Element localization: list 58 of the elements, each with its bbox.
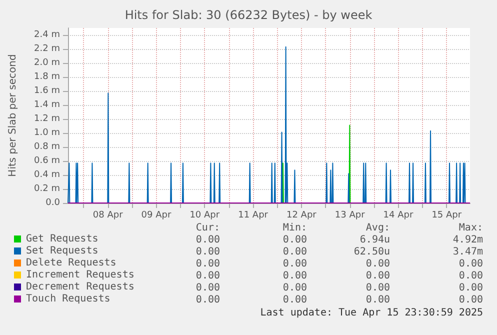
x-tick-label: 08 Apr	[92, 210, 124, 220]
x-tick-label: 09 Apr	[141, 210, 172, 220]
y-tick-label: 0.0	[46, 198, 60, 208]
x-tick-label: 10 Apr	[190, 210, 220, 220]
y-tick-label: 0.6 m	[34, 156, 60, 166]
legend-label: Increment Requests	[26, 270, 134, 280]
text: 0.00	[282, 294, 308, 306]
text: 0.00	[366, 258, 390, 270]
x-tick-label: 13 Apr	[334, 210, 366, 220]
text: 0.00	[282, 246, 308, 258]
text: 0.00	[196, 282, 220, 294]
x-tick-label: 15 Apr	[432, 210, 462, 220]
text: Min:	[282, 222, 307, 234]
text: 0.00	[196, 294, 220, 306]
text: 4.92m	[452, 234, 484, 246]
text: Last update: Tue Apr 15 23:30:59 2025	[260, 308, 484, 318]
legend-label: Get Requests	[26, 234, 98, 244]
y-tick-label: 0.8 m	[34, 142, 60, 152]
text: 0.00	[196, 270, 220, 282]
legend-label: Delete Requests	[26, 258, 116, 268]
text: Avg:	[366, 222, 390, 234]
legend-label: Touch Requests	[26, 294, 110, 304]
y-tick-label: 2.4 m	[34, 30, 60, 40]
y-tick-label: 1.0 m	[34, 128, 60, 138]
text: 6.94u	[360, 234, 390, 246]
y-tick-label: 1.4 m	[34, 100, 60, 110]
y-tick-label: 2.2 m	[34, 44, 60, 54]
x-tick-label: 11 Apr	[238, 210, 268, 220]
text: 3.47m	[452, 246, 484, 258]
y-tick-label: 1.2 m	[34, 114, 60, 124]
text: 0.00	[458, 282, 484, 294]
text: 0.00	[282, 258, 308, 270]
text: 0.00	[282, 270, 308, 282]
text: 0.00	[282, 234, 308, 246]
y-tick-label: 1.8 m	[34, 72, 60, 82]
y-axis-title: Hits per Slab per second	[8, 54, 18, 177]
text: 0.00	[196, 234, 220, 246]
text: Cur:	[196, 222, 220, 234]
text: 0.00	[458, 294, 484, 306]
x-tick-label: 14 Apr	[383, 210, 414, 220]
text: Max:	[458, 222, 483, 234]
y-tick-label: 0.2 m	[34, 184, 60, 194]
text: 0.00	[458, 270, 484, 282]
y-tick-label: 1.6 m	[34, 86, 60, 96]
text: 0.00	[458, 258, 484, 270]
y-tick-label: 0.4 m	[34, 170, 60, 180]
chart-title: Hits for Slab: 30 (66232 Bytes) - by week	[124, 8, 372, 22]
text: 0.00	[366, 282, 390, 294]
text: 0.00	[196, 246, 220, 258]
text: 0.00	[196, 258, 220, 270]
text: 62.50u	[354, 246, 390, 258]
legend-label: Decrement Requests	[26, 282, 134, 292]
x-tick-label: 12 Apr	[286, 210, 317, 220]
legend-label: Set Requests	[26, 246, 98, 256]
text: 0.00	[366, 270, 390, 282]
y-tick-label: 2.0 m	[34, 58, 60, 68]
text: 0.00	[282, 282, 308, 294]
text: 0.00	[366, 294, 390, 306]
